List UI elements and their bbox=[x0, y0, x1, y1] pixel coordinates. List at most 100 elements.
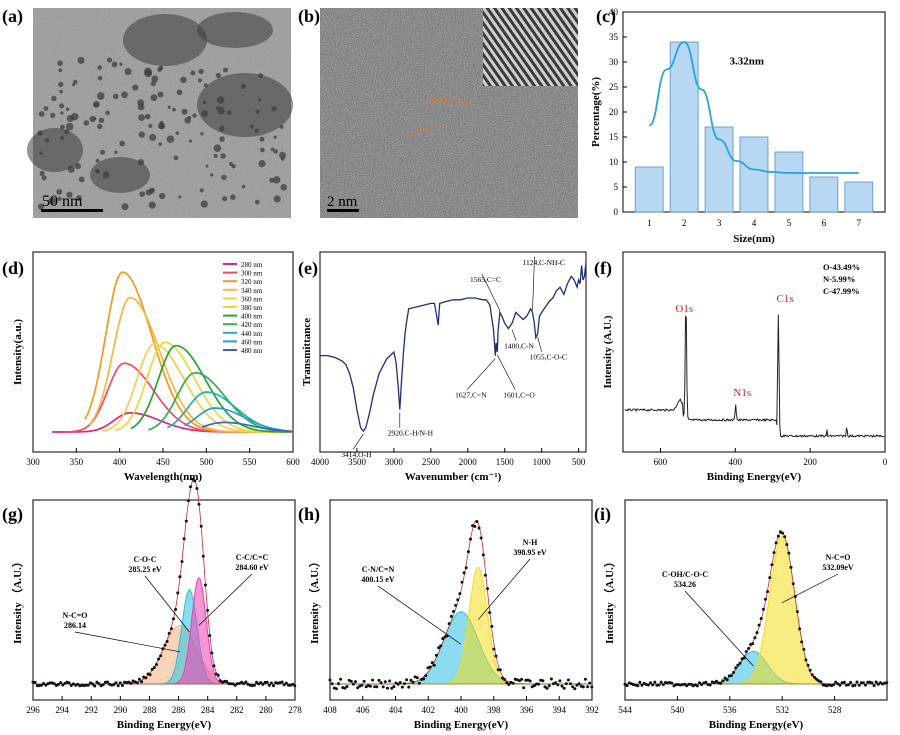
x-tick-label: 528 bbox=[828, 705, 842, 715]
x-tick-label: 500 bbox=[200, 457, 214, 467]
data-point bbox=[659, 680, 663, 684]
data-point bbox=[734, 666, 738, 670]
data-point bbox=[208, 634, 212, 638]
nanoparticle-dot bbox=[97, 123, 103, 130]
data-point bbox=[500, 676, 504, 680]
data-point bbox=[486, 587, 489, 591]
y-tick-label: 25 bbox=[609, 82, 619, 92]
nanoparticle-dot bbox=[222, 196, 228, 202]
data-point bbox=[759, 617, 763, 621]
nanoparticle-dot bbox=[280, 156, 285, 161]
x-tick-label: 4 bbox=[752, 218, 757, 228]
data-point bbox=[774, 541, 778, 545]
nanoparticle-dot bbox=[74, 162, 82, 170]
nanoparticle-dot bbox=[97, 65, 102, 70]
data-point bbox=[174, 608, 178, 611]
data-point bbox=[379, 681, 383, 685]
nanoparticle-dot bbox=[51, 95, 57, 102]
data-point bbox=[403, 682, 406, 686]
nanoparticle-dot bbox=[121, 203, 129, 211]
data-point bbox=[172, 617, 175, 621]
data-point bbox=[511, 681, 515, 685]
nanoparticle-dot bbox=[223, 67, 228, 73]
x-tick-label: 400 bbox=[113, 457, 127, 467]
data-point bbox=[791, 582, 795, 586]
data-point bbox=[488, 611, 492, 615]
nanoparticle-dot bbox=[112, 93, 119, 100]
data-point bbox=[834, 680, 838, 684]
data-point bbox=[725, 678, 729, 682]
nanoparticle-dot bbox=[138, 131, 145, 138]
tem-a-aggregate bbox=[27, 128, 83, 172]
data-point bbox=[407, 685, 411, 689]
component-pointer bbox=[198, 573, 253, 626]
data-point bbox=[757, 623, 761, 627]
component-value: 534.26 bbox=[674, 580, 696, 589]
nanoparticle-dot bbox=[60, 124, 65, 130]
x-tick-label: 4000 bbox=[311, 457, 330, 467]
nanoparticle-dot bbox=[151, 188, 155, 192]
data-point bbox=[810, 673, 814, 677]
x-tick-label: 408 bbox=[323, 705, 337, 715]
data-point bbox=[661, 683, 665, 687]
data-point bbox=[449, 614, 453, 618]
pl-curve-400-nm bbox=[130, 344, 293, 433]
data-point bbox=[640, 683, 644, 687]
nanoparticle-dot bbox=[106, 57, 113, 63]
data-point bbox=[588, 681, 592, 685]
data-point bbox=[40, 683, 43, 687]
data-point bbox=[52, 682, 56, 686]
x-tick-label: 532 bbox=[775, 705, 789, 715]
nanoparticle-dot bbox=[159, 123, 165, 130]
nanoparticle-dot bbox=[65, 122, 74, 131]
y-axis-label: Intensity （A.U.） bbox=[603, 556, 616, 644]
data-point bbox=[452, 610, 455, 613]
data-point bbox=[781, 531, 784, 535]
data-point bbox=[524, 678, 528, 682]
nanoparticle-dot bbox=[210, 173, 214, 177]
data-point bbox=[400, 685, 404, 689]
data-point bbox=[225, 680, 229, 683]
panel-label-h: (h) bbox=[298, 504, 320, 525]
data-point bbox=[191, 477, 195, 481]
data-point bbox=[439, 644, 443, 648]
data-point bbox=[216, 673, 220, 677]
nanoparticle-dot bbox=[77, 56, 85, 64]
nanoparticle-dot bbox=[148, 201, 156, 209]
nanoparticle-dot bbox=[216, 96, 225, 104]
x-tick-label: 284 bbox=[201, 705, 215, 715]
data-point bbox=[483, 573, 487, 577]
data-point bbox=[69, 684, 73, 687]
component-pointer bbox=[782, 573, 839, 603]
x-tick-label: 296 bbox=[26, 705, 40, 715]
data-point bbox=[744, 650, 748, 654]
x-tick-label: 406 bbox=[356, 705, 370, 715]
data-point bbox=[800, 640, 804, 644]
nanoparticle-dot bbox=[57, 60, 63, 66]
nanoparticle-dot bbox=[65, 107, 70, 111]
nanoparticle-dot bbox=[105, 110, 110, 116]
nanoparticle-dot bbox=[202, 100, 207, 104]
nanoparticle-dot bbox=[201, 110, 208, 117]
nanoparticle-dot bbox=[150, 80, 157, 87]
data-point bbox=[334, 687, 338, 691]
nanoparticle-dot bbox=[166, 135, 175, 143]
y-axis-label: Intensity （A.U.） bbox=[308, 556, 321, 644]
panel-label-i: (i) bbox=[594, 504, 611, 525]
data-point bbox=[388, 679, 392, 683]
scale-bar-b bbox=[327, 209, 359, 212]
component-value: 286.14 bbox=[64, 621, 86, 630]
nanoparticle-dot bbox=[78, 176, 85, 183]
data-point bbox=[541, 679, 545, 683]
data-point bbox=[447, 622, 451, 626]
data-point bbox=[265, 680, 269, 684]
data-point bbox=[581, 685, 585, 689]
nanoparticle-dot bbox=[175, 131, 180, 136]
y-axis-label: Intensity （A.U.） bbox=[11, 556, 24, 644]
nanoparticle-dot bbox=[60, 111, 64, 115]
nanoparticle-dot bbox=[220, 153, 226, 159]
data-point bbox=[193, 479, 197, 483]
data-point bbox=[430, 661, 434, 665]
x-tick-label: 550 bbox=[243, 457, 257, 467]
